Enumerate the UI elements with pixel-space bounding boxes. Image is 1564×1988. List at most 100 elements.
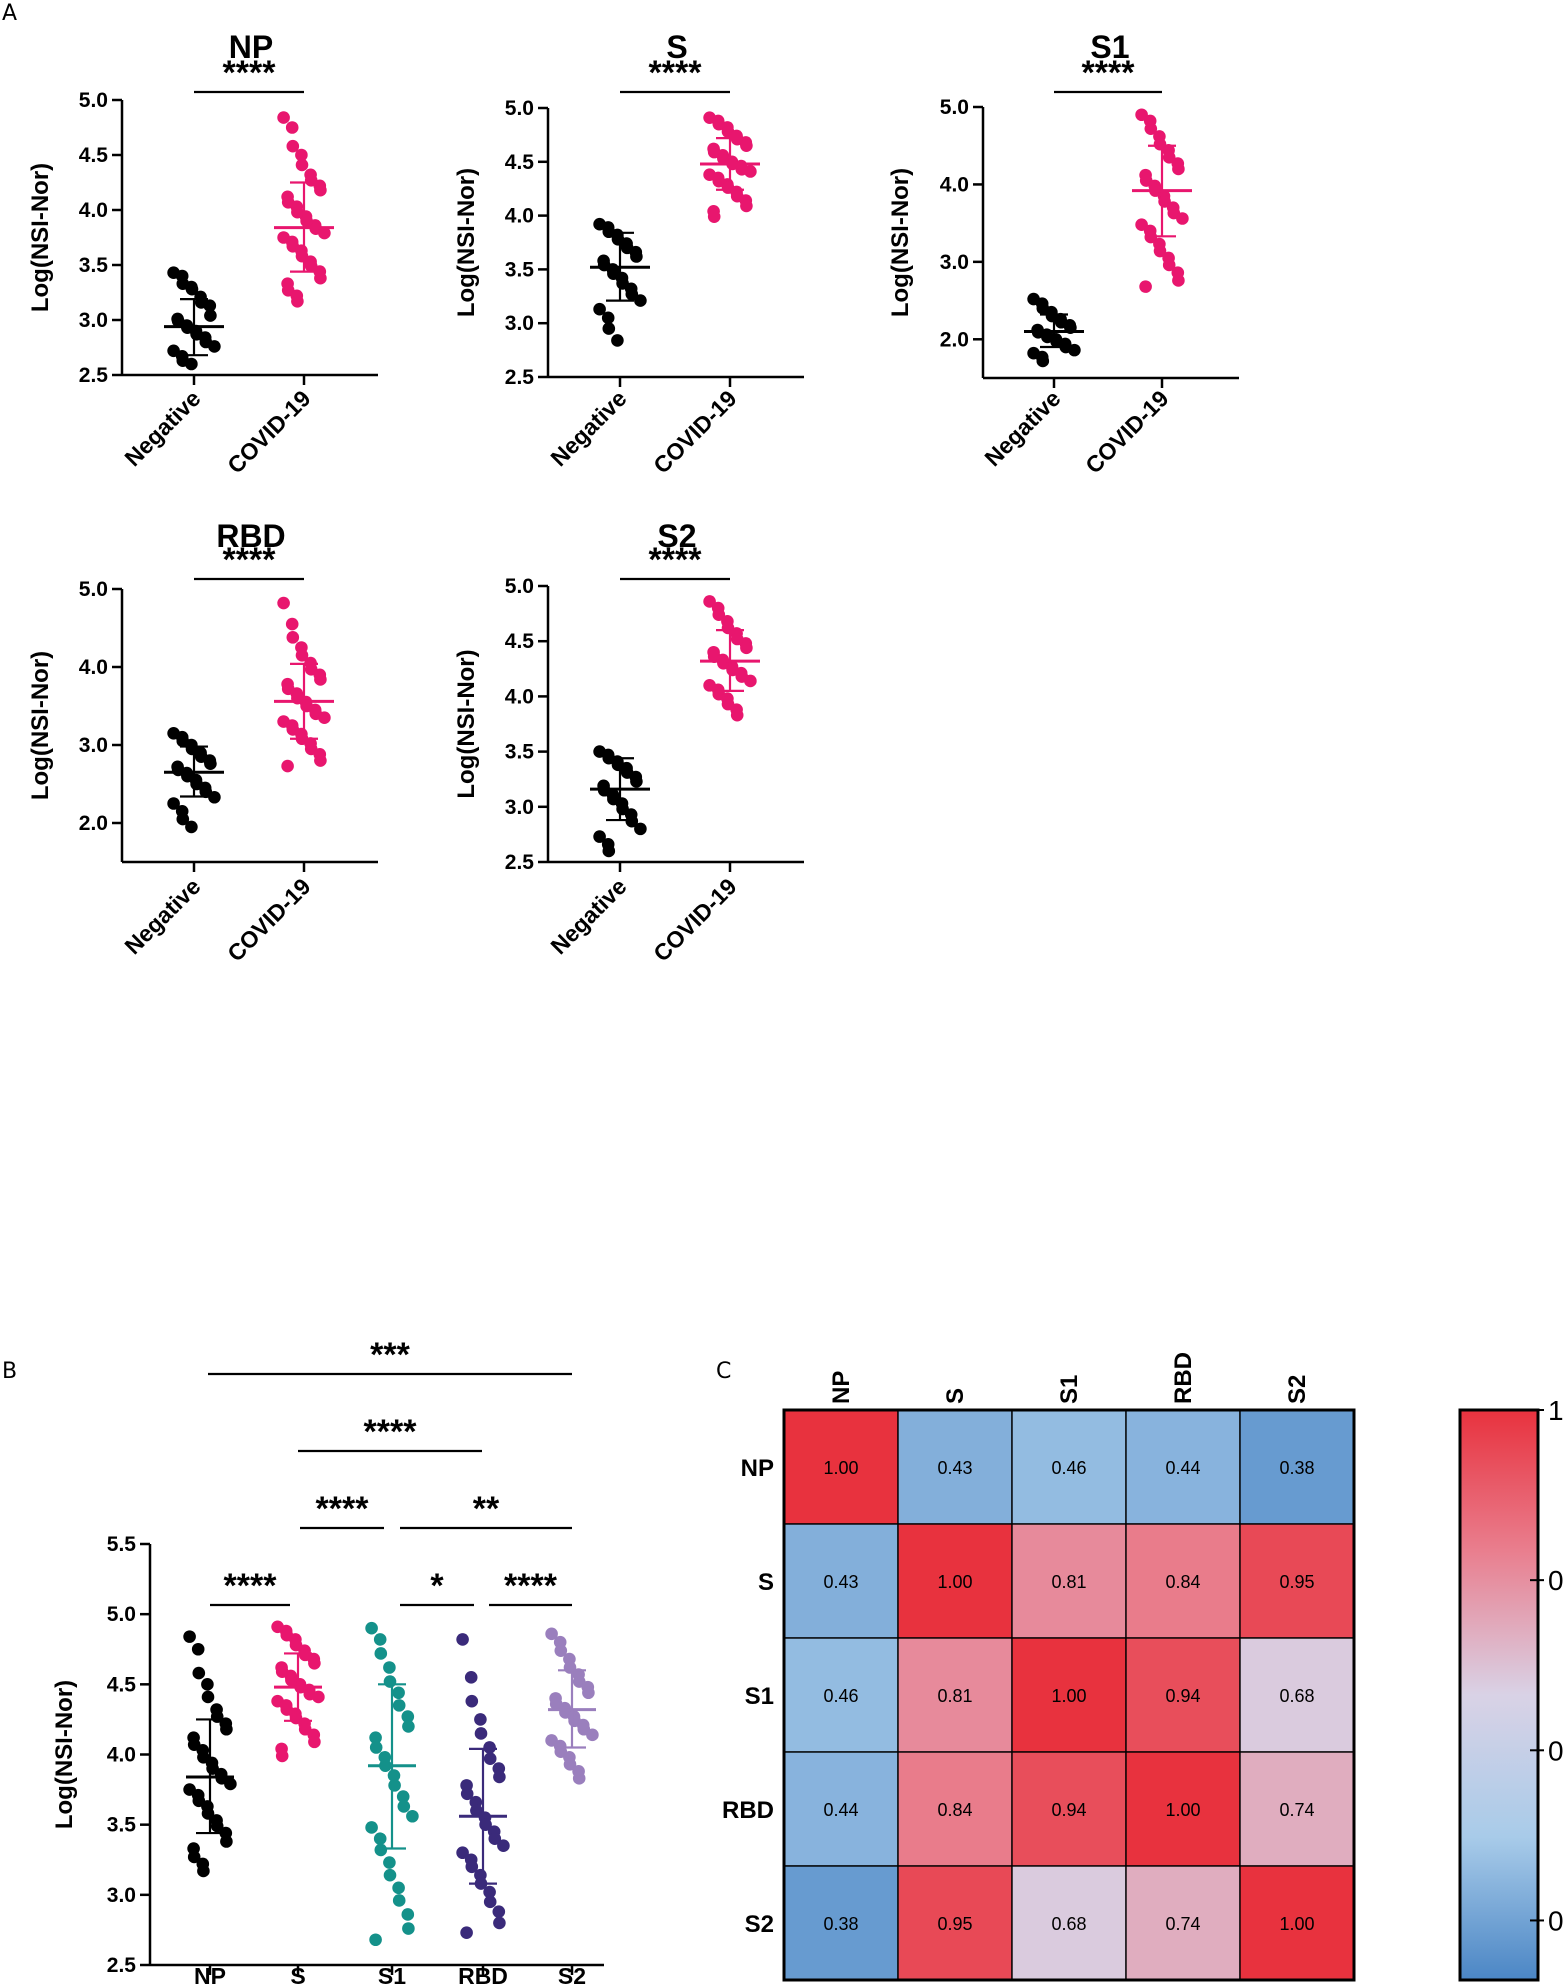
data-point [201,1678,214,1691]
data-point [374,1843,388,1857]
heatmap-cell-value: 0.38 [1279,1458,1314,1478]
data-point [295,148,308,162]
data-point [593,302,606,316]
heatmap-row-label: S2 [745,1911,774,1938]
heatmap-cell [783,1409,899,1525]
data-point [483,1741,496,1754]
significance-label: **** [316,1490,370,1528]
data-point [545,1627,558,1641]
chart-title: NP [229,29,273,65]
y-tick-label: 3.0 [505,312,534,335]
heatmap-cell [783,1865,899,1981]
data-point [1139,280,1152,293]
chart-title: S2 [657,518,696,554]
data-point [167,797,180,810]
data-point [402,1922,415,1935]
y-tick-label: 5.0 [79,578,108,601]
y-axis-label: Log(NSI-Nor) [887,168,914,317]
heatmap-cell [897,1751,1013,1867]
data-point [572,1772,586,1785]
data-point [383,1868,397,1882]
heatmap-cell-value: 0.44 [823,1800,858,1820]
data-point [201,1690,215,1704]
heatmap-cell-value: 0.84 [1165,1572,1200,1592]
data-point [586,1728,599,1742]
data-point [1144,122,1158,135]
x-tick-label: Negative [545,385,631,471]
y-tick-label: 2.5 [505,851,535,874]
data-point [465,1694,479,1708]
heatmap-cell-value: 0.95 [1279,1572,1314,1592]
significance-label: **** [364,1413,418,1451]
data-point [493,1770,506,1784]
data-point [192,1666,206,1680]
data-point [286,139,300,153]
heatmap-cell [783,1637,899,1753]
heatmap-cell-value: 1.00 [1051,1686,1086,1706]
heatmap-col-label: S2 [1284,1375,1311,1404]
heatmap-cell-value: 1.00 [937,1572,972,1592]
data-point [286,631,300,644]
data-point [456,1633,469,1646]
data-point [281,759,294,773]
chart-title: S1 [1090,29,1129,65]
data-point [185,282,199,296]
data-point [277,111,290,124]
data-point [483,1885,496,1899]
data-point [703,595,716,608]
heatmap-cell-value: 0.38 [823,1914,858,1934]
significance-label: **** [504,1567,558,1605]
y-tick-label: 3.0 [505,796,534,819]
x-tick-label: Negative [119,873,205,959]
heatmap-cell-value: 0.44 [1165,1458,1200,1478]
data-point [220,1835,233,1848]
data-point [285,617,299,631]
data-point [611,334,624,347]
colorbar [1458,1408,1540,1982]
data-point [402,1720,415,1733]
data-point [602,844,616,858]
data-point [401,1908,415,1921]
heatmap-cell [897,1637,1013,1753]
data-point [291,295,304,308]
data-point [314,183,327,197]
significance-label: *** [370,1336,410,1374]
data-point [392,1686,405,1700]
data-point [634,294,647,307]
data-point [492,1905,506,1918]
data-point [483,1895,497,1909]
heatmap-cell-value: 0.46 [1051,1458,1086,1478]
y-axis-label: Log(NSI-Nor) [453,649,480,798]
data-point [625,814,639,828]
data-point [554,1644,568,1657]
heatmap-cell [897,1523,1013,1639]
data-point [730,708,744,722]
colorbar-tick-label: 0.8 [1548,1565,1564,1596]
y-tick-label: 3.5 [107,1814,137,1837]
heatmap-cell [1125,1637,1241,1753]
data-point [634,822,647,836]
y-axis-label: Log(NSI-Nor) [27,163,54,312]
data-point [401,1710,415,1723]
significance-label: **** [1082,54,1136,92]
panel-letter-b: B [2,1359,17,1384]
data-point [314,673,327,686]
heatmap-cell [1011,1523,1127,1639]
data-point [220,1722,233,1736]
data-point [388,1779,401,1792]
significance-label: **** [223,54,277,92]
y-tick-label: 4.0 [107,1744,136,1767]
data-point [183,1630,196,1643]
data-point [383,1675,397,1688]
y-axis-label: Log(NSI-Nor) [51,1680,78,1829]
data-point [197,1864,210,1878]
heatmap-cell [783,1751,899,1867]
heatmap-col-label: RBD [1170,1352,1197,1404]
y-tick-label: 2.5 [505,366,535,389]
x-tick-label: S2 [558,1963,586,1988]
data-point [740,199,753,213]
y-tick-label: 3.0 [79,309,108,332]
data-point [464,1671,478,1684]
significance-label: * [430,1567,444,1605]
y-tick-label: 4.0 [940,173,969,196]
